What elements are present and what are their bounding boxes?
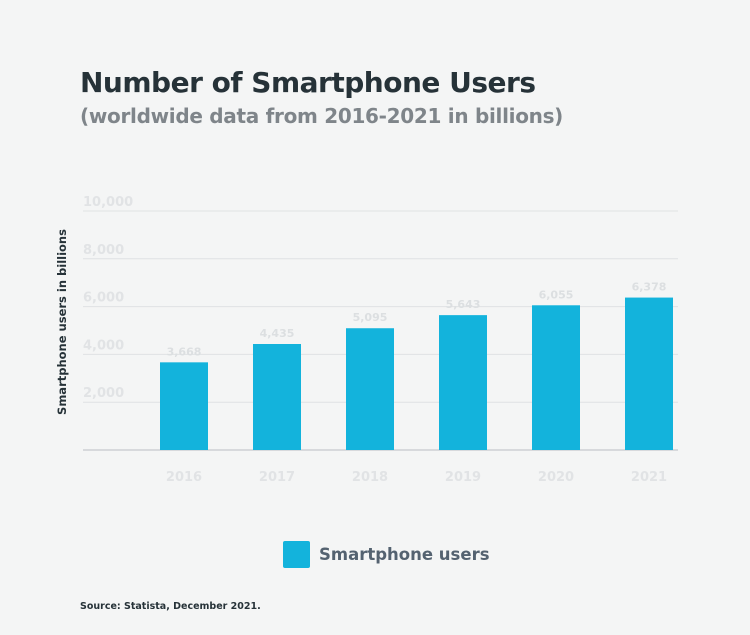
x-tick-label: 2021 (631, 470, 667, 485)
data-label: 5,643 (446, 298, 481, 311)
data-label: 3,668 (167, 345, 202, 358)
x-tick-label: 2017 (259, 470, 295, 485)
chart-subtitle: (worldwide data from 2016-2021 in billio… (80, 104, 564, 128)
x-tick-label: 2019 (445, 470, 481, 485)
y-tick-label: 8,000 (83, 243, 124, 258)
y-tick-label: 6,000 (83, 291, 124, 306)
bar (532, 305, 580, 450)
data-label: 4,435 (260, 327, 295, 340)
legend-swatch (283, 541, 310, 568)
bar (253, 344, 301, 450)
bar (625, 297, 673, 450)
legend: Smartphone users (283, 541, 490, 568)
x-tick-label: 2016 (166, 470, 202, 485)
x-tick-label: 2018 (352, 470, 388, 485)
bar (346, 328, 394, 450)
data-label: 5,095 (353, 311, 388, 324)
y-tick-label: 2,000 (83, 386, 124, 401)
source-note: Source: Statista, December 2021. (80, 601, 261, 612)
y-tick-label: 4,000 (83, 338, 124, 353)
bar (439, 315, 487, 450)
y-tick-label: 10,000 (83, 195, 133, 210)
x-tick-label: 2020 (538, 470, 574, 485)
data-label: 6,055 (539, 288, 574, 301)
y-axis-label: Smartphone users in billions (55, 229, 69, 415)
legend-label: Smartphone users (319, 545, 490, 564)
bar (160, 362, 208, 450)
chart-title: Number of Smartphone Users (80, 66, 536, 99)
data-label: 6,378 (632, 281, 667, 294)
